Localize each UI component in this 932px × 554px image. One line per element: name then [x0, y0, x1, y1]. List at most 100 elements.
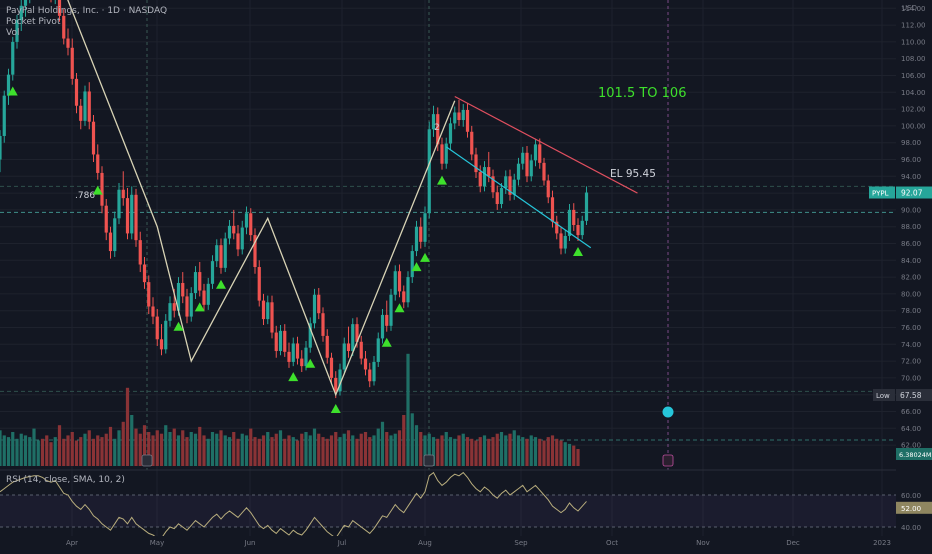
price-tick-label: 114.00	[901, 5, 926, 13]
volume-bar	[312, 428, 317, 466]
candle-body	[189, 293, 193, 317]
candle-body	[470, 131, 474, 155]
candle-body	[359, 341, 363, 359]
indicator-pocket-pivot[interactable]: Pocket Pivot	[6, 17, 61, 27]
candle-body	[83, 91, 87, 121]
candle-body	[529, 160, 533, 177]
volume-bar	[393, 433, 397, 466]
volume-bar	[397, 430, 402, 466]
candle-body	[117, 189, 121, 219]
candle-body	[291, 343, 295, 362]
volume-bar	[499, 432, 504, 466]
candle-body	[385, 314, 389, 326]
volume-bar	[419, 432, 423, 466]
volume-bar	[40, 438, 45, 466]
candle-body	[6, 74, 11, 96]
volume-bar	[104, 433, 108, 466]
volume-bar	[423, 435, 427, 466]
candle-body	[202, 290, 206, 305]
volume-bar	[23, 435, 28, 466]
volume-bar	[495, 433, 499, 466]
volume-bar	[538, 438, 542, 466]
pocket-pivot-marker	[330, 404, 341, 414]
symbol-tag-bg	[869, 186, 895, 199]
volume-bar	[278, 430, 283, 466]
volume-bar	[66, 435, 70, 466]
volume-bar	[100, 437, 104, 466]
chart-legend: PayPal Holdings, Inc. · 1D · NASDAQ Pock…	[6, 6, 167, 39]
candle-body	[232, 225, 236, 234]
volume-bar	[164, 425, 168, 466]
candle-body	[142, 264, 147, 283]
candle-body	[495, 192, 499, 205]
volume-bar	[125, 387, 130, 466]
last-price-label: 92.07	[901, 189, 923, 198]
volume-bar	[482, 435, 487, 466]
volume-bar	[317, 433, 321, 466]
volume-bar	[15, 438, 19, 466]
volume-bar	[6, 437, 11, 466]
candle-body	[181, 282, 185, 297]
volume-bar	[427, 433, 431, 466]
earnings-icon[interactable]	[141, 454, 153, 467]
candle-body	[172, 303, 176, 311]
pocket-pivot-markers	[7, 86, 674, 467]
volume-bar	[223, 435, 227, 466]
volume-bar	[45, 435, 49, 466]
pocket-pivot-marker	[411, 262, 422, 272]
help-icon[interactable]	[662, 406, 674, 418]
volume-bar	[448, 437, 453, 466]
candle-body	[304, 347, 308, 367]
future-earnings-icon[interactable]	[662, 454, 674, 467]
price-tick-label: 104.00	[901, 89, 926, 97]
price-tick-label: 98.00	[901, 139, 921, 147]
volume-bar	[261, 435, 266, 466]
candle-body	[96, 154, 100, 173]
volume-bar	[491, 437, 495, 466]
rsi-tick-label: 60.00	[901, 492, 921, 500]
volume-bar	[436, 438, 440, 466]
candle-body	[74, 78, 79, 106]
volume-bar	[62, 438, 66, 466]
price-tick-label: 86.00	[901, 240, 921, 248]
indicator-volume[interactable]: Vol	[6, 28, 20, 38]
time-tick-label: Dec	[786, 539, 800, 547]
price-tick-label: 72.00	[901, 358, 921, 366]
candle-body	[206, 283, 210, 305]
pocket-pivot-marker	[92, 185, 103, 195]
candle-body	[342, 343, 346, 370]
volume-bar	[57, 425, 62, 466]
time-axis[interactable]: Apr May Jun Jul Aug Sep Oct Nov Dec 2023	[0, 536, 932, 550]
volume-bar	[168, 432, 172, 466]
candle-body	[499, 188, 504, 205]
earnings-icon[interactable]	[423, 454, 435, 467]
candle-body	[91, 121, 96, 155]
entry-annotation: EL 95.45	[610, 168, 656, 180]
candle-body	[419, 226, 423, 242]
pocket-pivot-marker	[288, 372, 299, 382]
candle-body	[159, 339, 164, 350]
symbol-line[interactable]: PayPal Holdings, Inc. · 1D · NASDAQ	[6, 6, 168, 16]
candle-body	[431, 114, 436, 130]
volume-bar	[32, 428, 36, 466]
volume-bar	[287, 435, 291, 466]
rsi-legend[interactable]: RSI (14, close, SMA, 10, 2)	[6, 475, 125, 485]
volume-bar	[274, 433, 278, 466]
volume-bar	[474, 440, 478, 466]
candle-body	[512, 179, 516, 195]
candle-body	[389, 294, 393, 326]
volume-bar	[321, 437, 325, 466]
volume-bar	[11, 432, 15, 466]
volume-bar	[334, 432, 338, 466]
low-tag: Low	[876, 392, 890, 400]
volume-bar	[202, 435, 206, 466]
volume-bar	[453, 438, 457, 466]
volume-bar	[546, 437, 550, 466]
zigzag-pattern	[67, 0, 456, 397]
volume-bar	[49, 442, 53, 466]
candle-body	[287, 351, 291, 362]
candle-body	[576, 225, 580, 236]
